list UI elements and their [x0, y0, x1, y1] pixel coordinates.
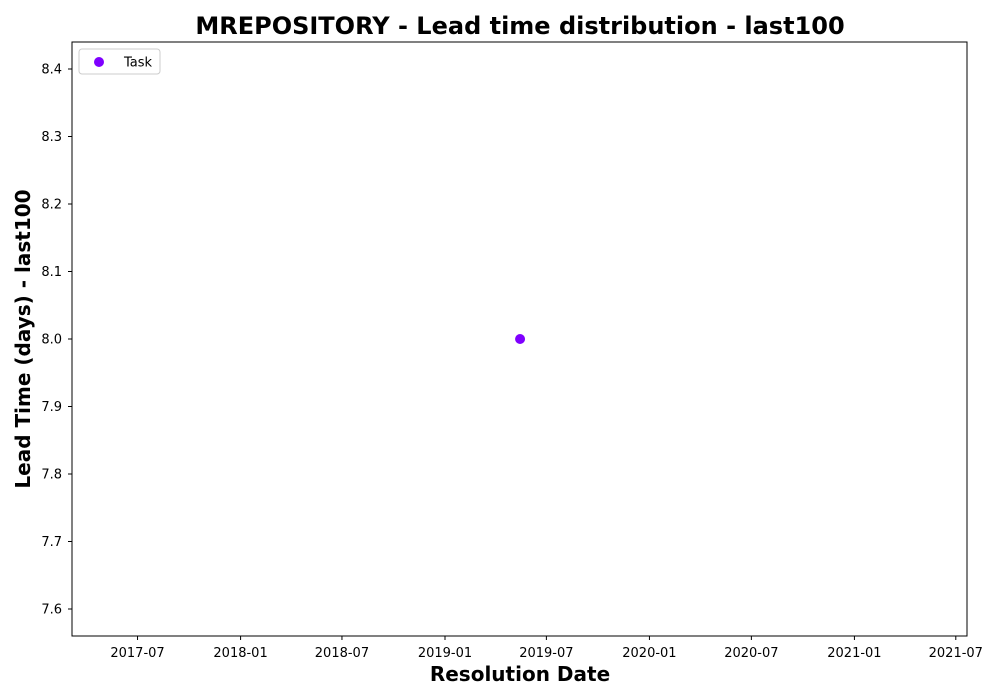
- x-tick-label: 2019-01: [418, 646, 472, 661]
- y-tick-label: 8.1: [41, 265, 62, 280]
- data-points: [515, 334, 526, 344]
- legend-marker-task: [94, 57, 104, 67]
- x-tick-label: 2021-01: [827, 646, 881, 661]
- y-tick-label: 7.9: [41, 400, 62, 415]
- x-axis: 2017-07 2018-01 2018-07 2019-01 2019-07 2020-…: [110, 636, 983, 661]
- y-tick-label: 8.4: [41, 63, 62, 78]
- legend-label-task: Task: [123, 56, 153, 71]
- x-tick-label: 2017-07: [110, 646, 164, 661]
- y-tick-label: 8.3: [41, 130, 62, 145]
- x-tick-label: 2018-01: [213, 646, 267, 661]
- y-tick-label: 8.2: [41, 198, 62, 213]
- chart-title: MREPOSITORY - Lead time distribution - l…: [195, 12, 844, 40]
- y-tick-label: 7.6: [41, 603, 62, 618]
- data-point: [515, 334, 526, 344]
- legend-box: [78, 48, 161, 75]
- x-axis-label: Resolution Date: [430, 662, 610, 686]
- y-tick-label: 7.7: [41, 535, 62, 550]
- y-axis: 7.6 7.7 7.8 7.9 8.0 8.1 8.2 8.3 8.4: [41, 63, 72, 618]
- x-tick-label: 2019-07: [519, 646, 573, 661]
- y-axis-label: Lead Time (days) - last100: [11, 189, 35, 488]
- y-tick-label: 8.0: [41, 333, 62, 348]
- x-tick-label: 2020-01: [622, 646, 676, 661]
- x-tick-label: 2021-07: [929, 646, 983, 661]
- y-tick-label: 7.8: [41, 468, 62, 483]
- x-tick-label: 2020-07: [724, 646, 778, 661]
- legend: Task: [78, 48, 161, 75]
- x-tick-label: 2018-07: [315, 646, 369, 661]
